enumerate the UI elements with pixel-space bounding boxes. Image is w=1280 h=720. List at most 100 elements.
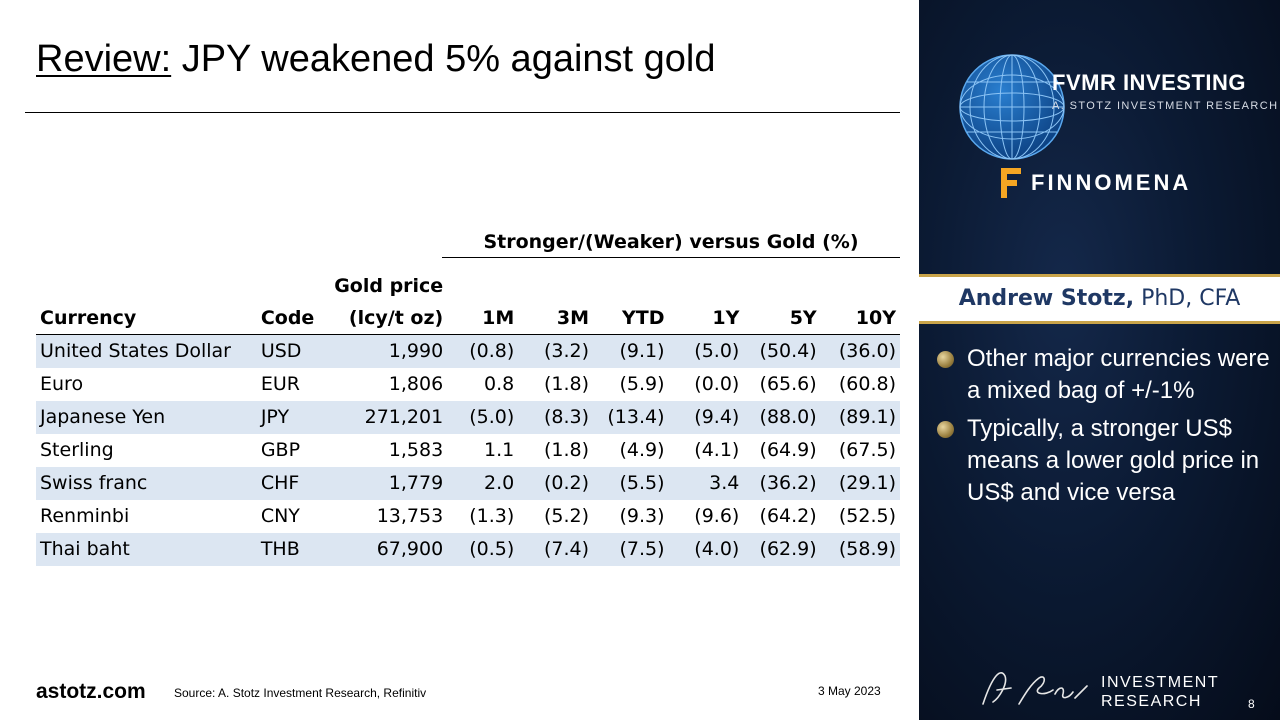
currency-cell: United States Dollar (36, 334, 257, 368)
value-cell: (0.8) (447, 334, 519, 368)
table-row: Euro EUR 1,806 0.8 (1.8) (5.9) (0.0) (65.6) (60.… (36, 368, 900, 401)
value-cell: (58.9) (820, 533, 900, 566)
footer-date: 3 May 2023 (818, 684, 881, 698)
value-cell: (0.0) (694, 373, 740, 395)
header-3m: 3M (518, 302, 594, 335)
title-divider (25, 112, 900, 113)
value-cell: (9.6) (694, 505, 740, 527)
value-cell: 3.4 (668, 467, 744, 500)
table-row: Thai baht THB 67,900 (0.5) (7.4) (7.5) (4.0) (6… (36, 533, 900, 566)
header-cell (518, 270, 593, 302)
value-cell: (5.9) (619, 373, 665, 395)
bullet-text: Typically, a stronger US$ means a lower … (967, 415, 1260, 506)
presenter-name: Andrew Stotz, (958, 286, 1135, 311)
value-cell: (0.5) (447, 533, 519, 566)
presenter-banner: Andrew Stotz, PhD, CFA (919, 274, 1280, 324)
value-cell: (29.1) (820, 467, 900, 500)
value-cell: 1,779 (330, 467, 448, 500)
value-cell: (64.2) (759, 505, 817, 527)
value-cell: 67,900 (330, 533, 448, 566)
header-cell (593, 270, 668, 302)
value-cell: (62.9) (743, 533, 821, 566)
header-currency: Currency (36, 302, 257, 335)
value-cell: (7.5) (593, 533, 669, 566)
value-cell: 13,753 (376, 505, 444, 527)
value-cell: 2.0 (447, 467, 519, 500)
currency-cell: Thai baht (36, 533, 257, 566)
bullet-dot-icon (937, 351, 954, 368)
header-gold-price-line1: Gold price (334, 275, 444, 297)
value-cell: (1.3) (469, 505, 515, 527)
bullet-item: Typically, a stronger US$ means a lower … (937, 413, 1272, 509)
brand-subtitle: A. STOTZ INVESTMENT RESEARCH (1052, 100, 1279, 112)
value-cell: (9.3) (619, 505, 665, 527)
value-cell: (9.1) (593, 334, 669, 368)
value-cell: 0.8 (484, 373, 515, 395)
value-cell: (89.1) (820, 401, 900, 434)
currency-cell: Renminbi (40, 505, 130, 527)
value-cell: (64.9) (759, 439, 817, 461)
header-cell (36, 270, 257, 302)
bullet-dot-icon (937, 421, 954, 438)
ir-logo-line2: RESEARCH (1101, 693, 1202, 710)
value-cell: (4.9) (619, 439, 665, 461)
table-header-row-2: Currency Code (lcy/t oz) 1M 3M YTD 1Y 5Y… (36, 302, 900, 335)
value-cell: (36.0) (820, 334, 900, 368)
title-prefix: Review: (36, 38, 172, 80)
value-cell: (4.1) (694, 439, 740, 461)
page-number: 8 (1248, 697, 1255, 711)
header-cell (743, 270, 820, 302)
bullet-list: Other major currencies were a mixed bag … (937, 343, 1272, 515)
value-cell: (4.0) (668, 533, 744, 566)
header-cell (821, 270, 900, 302)
header-cell (257, 270, 330, 302)
gold-table: Gold price Currency Code (lcy/t oz) 1M 3… (36, 270, 900, 566)
code-cell: EUR (260, 373, 300, 395)
code-cell: CHF (256, 467, 331, 500)
value-cell: (9.4) (668, 401, 744, 434)
value-cell: 1,806 (388, 373, 444, 395)
header-5y: 5Y (743, 302, 821, 335)
table-row: Sterling GBP 1,583 1.1 (1.8) (4.9) (4.1) (64.9)… (36, 434, 900, 467)
value-cell: 271,201 (330, 401, 448, 434)
value-cell: (5.0) (447, 401, 519, 434)
currency-cell: Sterling (40, 439, 114, 461)
header-cell (669, 270, 744, 302)
title-text: JPY weakened 5% against gold (171, 38, 716, 80)
value-cell: (1.8) (544, 439, 590, 461)
presenter-credentials: PhD, CFA (1134, 286, 1241, 311)
value-cell: (13.4) (593, 401, 669, 434)
finnomena-logo-icon (1001, 168, 1021, 198)
signature-icon (982, 671, 1088, 705)
value-cell: 1,583 (388, 439, 444, 461)
value-cell: (88.0) (743, 401, 821, 434)
table-row: United States Dollar USD 1,990 (0.8) (3.2) (9… (36, 334, 900, 368)
footer-site: astotz.com (36, 680, 146, 703)
header-cell (447, 270, 518, 302)
header-1m: 1M (447, 302, 519, 335)
bullet-item: Other major currencies were a mixed bag … (937, 343, 1272, 407)
value-cell: (5.2) (544, 505, 590, 527)
table-row: Renminbi CNY 13,753 (1.3) (5.2) (9.3) (9.6) (64… (36, 500, 900, 533)
table-header-row-1: Gold price (36, 270, 900, 302)
value-cell: (67.5) (838, 439, 896, 461)
code-cell: GBP (260, 439, 301, 461)
bullet-text: Other major currencies were a mixed bag … (967, 345, 1270, 404)
value-cell: (36.2) (743, 467, 821, 500)
value-cell: (52.5) (838, 505, 896, 527)
header-code: Code (256, 302, 331, 335)
partner-name: FINNOMENA (1031, 170, 1192, 195)
value-cell: (50.4) (743, 334, 821, 368)
table-row: Swiss franc CHF 1,779 2.0 (0.2) (5.5) 3.4 (36.2… (36, 467, 900, 500)
value-cell: (5.5) (593, 467, 669, 500)
header-gold-price-line2: (lcy/t oz) (330, 302, 448, 335)
group-header: Stronger/(Weaker) versus Gold (%) (483, 231, 859, 253)
code-cell: THB (256, 533, 331, 566)
value-cell: (65.6) (759, 373, 817, 395)
currency-cell: Euro (40, 373, 84, 395)
globe-logo-icon (959, 54, 1065, 160)
value-cell: (0.2) (518, 467, 594, 500)
side-panel: FVMR INVESTING A. STOTZ INVESTMENT RESEA… (919, 0, 1280, 720)
slide-title: Review: JPY weakened 5% against gold (36, 36, 716, 82)
header-ytd: YTD (593, 302, 669, 335)
